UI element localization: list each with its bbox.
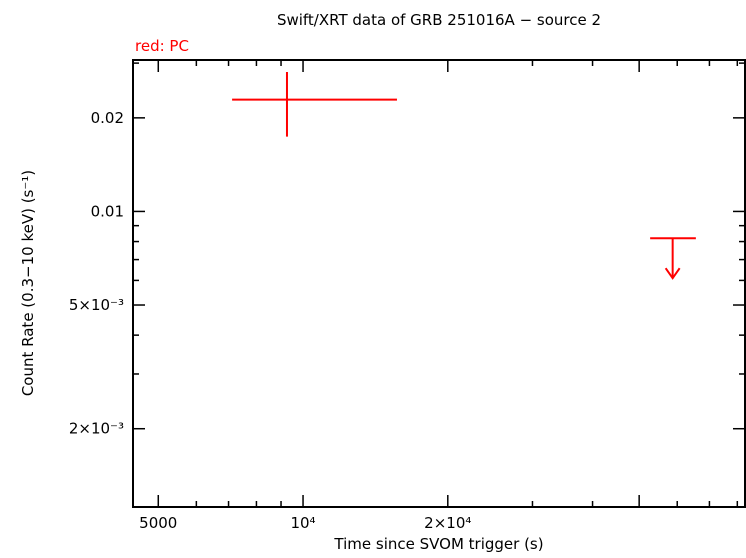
y-tick-label: 5×10⁻³ [69,296,124,314]
x-axis-title: Time since SVOM trigger (s) [334,535,544,553]
legend-mode-pc: red: PC [135,37,189,55]
y-tick-label: 0.02 [91,109,124,127]
chart-title: Swift/XRT data of GRB 251016A − source 2 [276,11,602,29]
y-tick-label: 2×10⁻³ [69,420,124,438]
x-tick-label: 5000 [139,514,177,532]
x-tick-label: 10⁴ [290,514,315,532]
upper-limit-arrowhead-icon [664,267,681,280]
y-axis-title: Count Rate (0.3−10 keV) (s⁻¹) [19,169,37,397]
y-tick-label: 0.01 [91,202,124,220]
plot-frame [132,59,746,508]
x-tick-label: 2×10⁴ [424,514,471,532]
